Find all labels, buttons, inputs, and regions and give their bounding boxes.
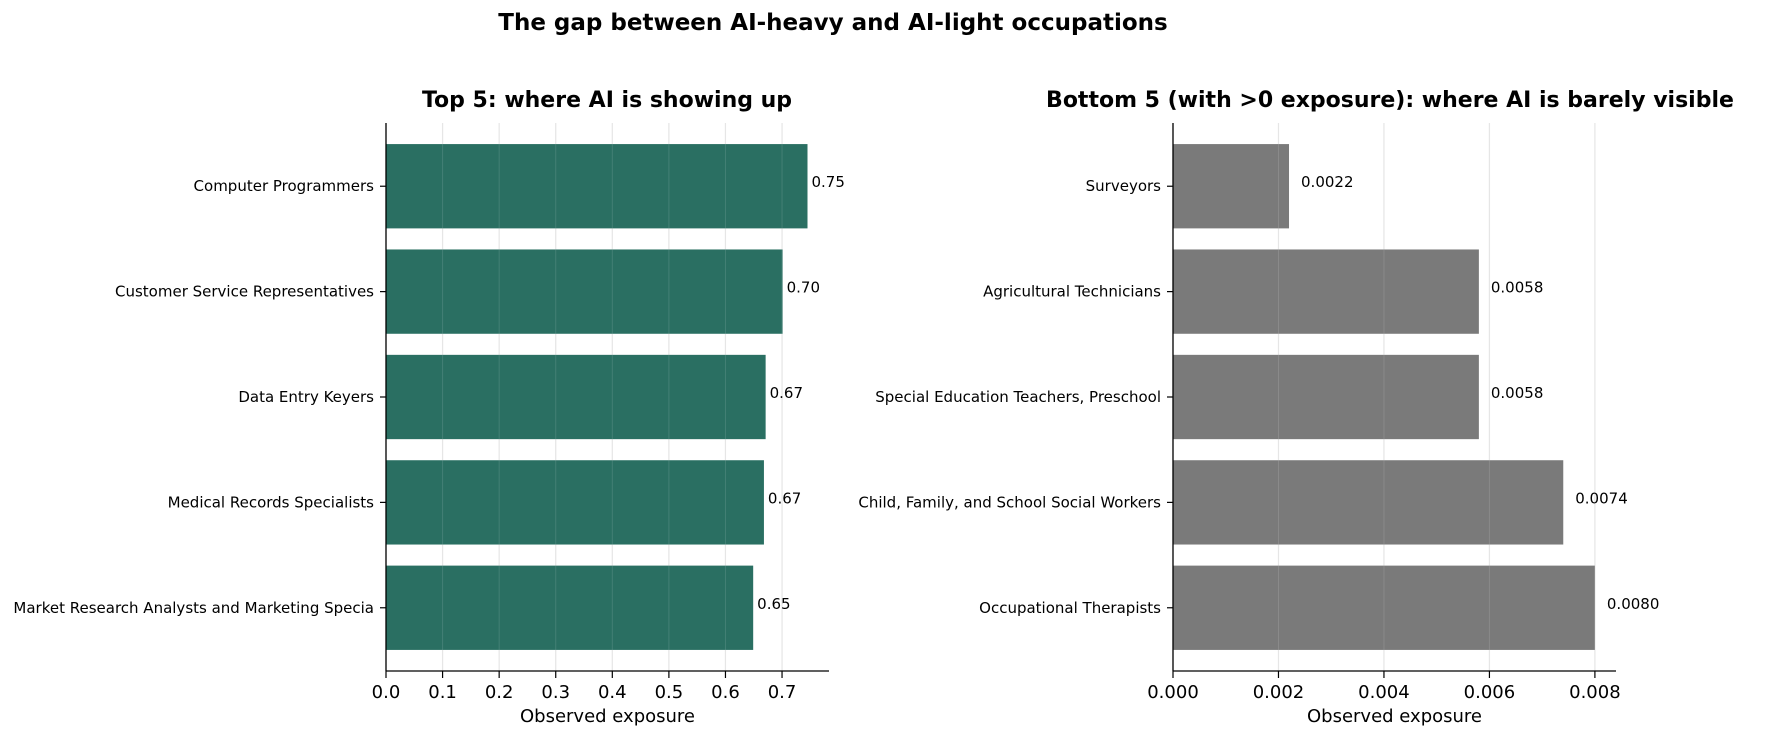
data-label-3: 0.0074 (1575, 489, 1628, 507)
category-label-4: Market Research Analysts and Marketing S… (13, 599, 374, 617)
data-label-0: 0.75 (812, 173, 845, 191)
bar-4 (1173, 565, 1595, 650)
category-label-1: Customer Service Representatives (115, 283, 374, 301)
data-label-0: 0.0022 (1301, 173, 1354, 191)
bar-1 (386, 249, 783, 334)
x-axis-label: Observed exposure (520, 706, 695, 727)
category-label-3: Medical Records Specialists (168, 493, 375, 511)
chart-title: Bottom 5 (with >0 exposure): where AI is… (1046, 88, 1734, 113)
x-tick-label-1: 0.002 (1253, 682, 1305, 703)
data-label-1: 0.70 (787, 279, 820, 297)
x-tick-label-0: 0.0 (372, 682, 401, 703)
bar-2 (386, 354, 766, 440)
x-tick-label-3: 0.006 (1464, 682, 1516, 703)
bar-4 (386, 565, 754, 650)
bar-2 (1173, 354, 1479, 440)
data-label-2: 0.67 (770, 384, 803, 402)
category-label-0: Surveyors (1086, 177, 1162, 195)
bar-3 (1173, 460, 1564, 545)
data-label-4: 0.65 (757, 595, 790, 613)
x-tick-label-6: 0.6 (711, 682, 740, 703)
x-tick-label-5: 0.5 (655, 682, 684, 703)
bar-3 (386, 460, 764, 545)
data-label-4: 0.0080 (1607, 595, 1660, 613)
category-label-3: Child, Family, and School Social Workers (858, 493, 1161, 511)
bar-0 (386, 144, 808, 229)
data-label-3: 0.67 (768, 489, 801, 507)
x-axis-label: Observed exposure (1307, 706, 1482, 727)
chart-top-5: Top 5: where AI is showing up Computer Pr… (13, 88, 845, 727)
x-tick-label-2: 0.004 (1358, 682, 1410, 703)
category-label-0: Computer Programmers (194, 177, 375, 195)
x-tick-label-3: 0.3 (541, 682, 570, 703)
category-label-1: Agricultural Technicians (983, 283, 1161, 301)
data-label-1: 0.0058 (1491, 279, 1544, 297)
figure-suptitle: The gap between AI-heavy and AI-light oc… (498, 10, 1167, 36)
bar-0 (1173, 144, 1290, 229)
category-label-4: Occupational Therapists (979, 599, 1161, 617)
x-tick-label-2: 0.2 (485, 682, 514, 703)
x-tick-label-4: 0.008 (1569, 682, 1621, 703)
x-tick-label-7: 0.7 (768, 682, 797, 703)
chart-title: Top 5: where AI is showing up (422, 88, 792, 113)
x-tick-label-1: 0.1 (428, 682, 457, 703)
category-label-2: Special Education Teachers, Preschool (875, 388, 1161, 406)
bar-1 (1173, 249, 1479, 334)
category-label-2: Data Entry Keyers (238, 388, 374, 406)
chart-bottom-5: Bottom 5 (with >0 exposure): where AI is… (858, 88, 1734, 727)
x-tick-label-4: 0.4 (598, 682, 627, 703)
x-tick-label-0: 0.000 (1147, 682, 1199, 703)
data-label-2: 0.0058 (1491, 384, 1544, 402)
